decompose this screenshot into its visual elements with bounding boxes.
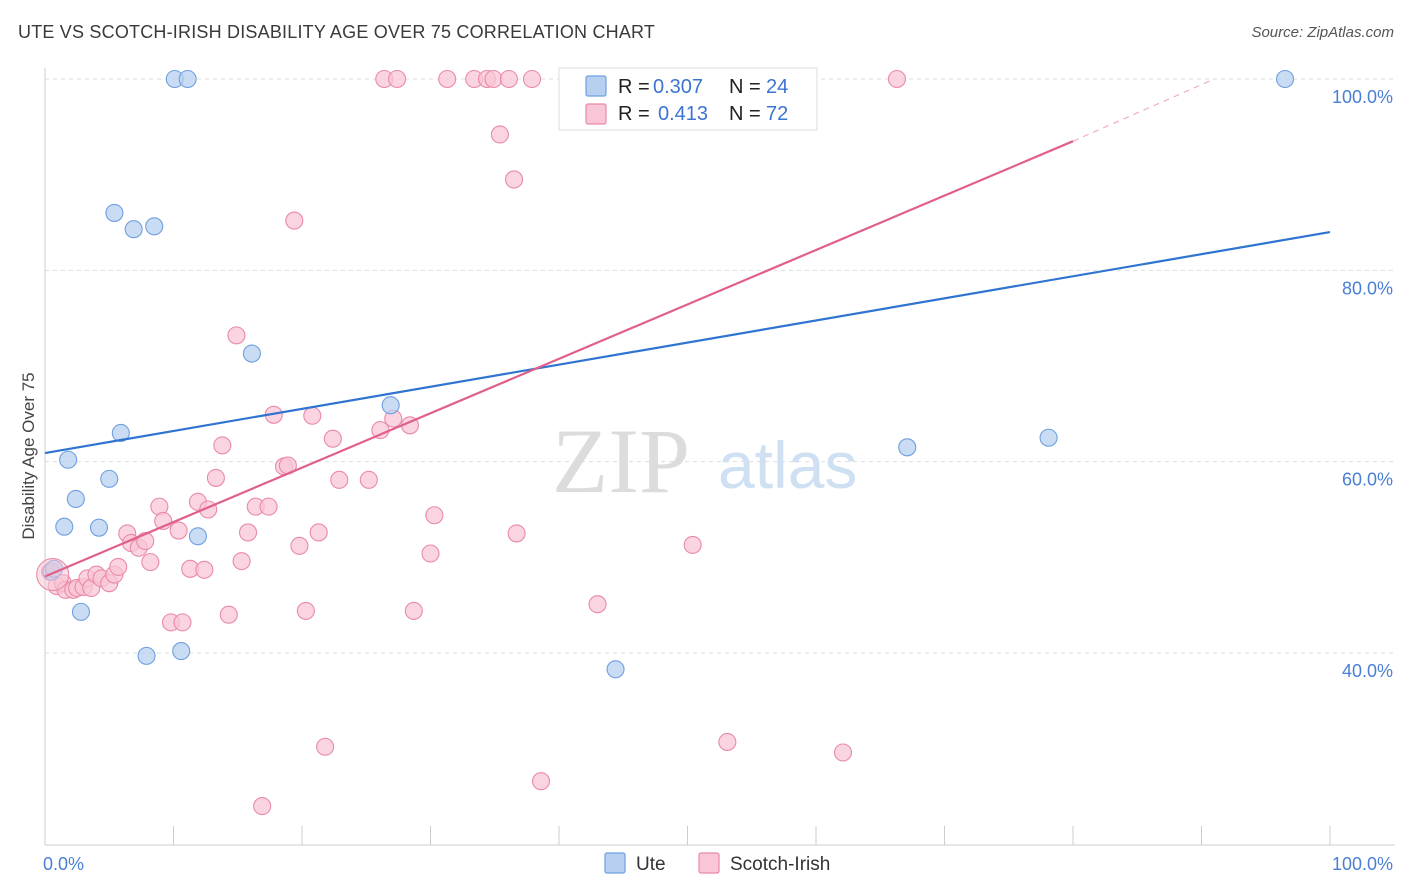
scotch-irish-point-70 [833,743,853,762]
scotch-irish-point-43 [303,406,322,425]
scotch-irish-point-69 [718,732,737,752]
ute-point-12 [145,217,164,236]
ute-n-value: 24 [766,76,788,98]
scotch-irish-point-66 [531,772,551,791]
scotch-irish-point-55 [421,544,440,563]
scotch-irish-trend-line [44,140,1074,578]
ute-point-20 [898,438,917,457]
scotch-irish-bottom-swatch [698,852,720,874]
ute-point-14 [172,642,191,661]
scotch-irish-point-62 [499,69,518,89]
scotch-irish-point-31 [227,326,246,345]
scotch-irish-point-57 [438,69,457,89]
scotch-irish-point-23 [173,613,192,632]
scotch-irish-cluster-point [36,558,70,592]
watermark-zip: ZIP [552,410,690,512]
ute-r-value: 0.307 [653,76,703,98]
scotch-irish-point-42 [296,601,315,620]
y-tick-label-40: 40.0% [1342,661,1393,681]
scotch-irish-point-47 [330,470,349,489]
scotch-irish-point-56 [425,506,444,525]
ute-point-6 [89,518,109,537]
scotch-irish-point-52 [388,69,407,89]
ute-point-21 [1039,428,1058,447]
ute-point-2 [55,517,74,536]
scotch-irish-point-60 [484,69,503,89]
tick-label-layer: 40.0% 60.0% 80.0% 100.0% 0.0% 100.0% [43,87,1393,874]
scotch-irish-point-41 [290,536,309,555]
ute-point-3 [59,450,78,469]
ute-bottom-label: Ute [636,854,666,875]
scotch-irish-point-22 [169,521,188,540]
scotch-irish-point-29 [213,436,232,455]
y-axis-label: Disability Age Over 75 [19,372,38,539]
x-tick-label-min: 0.0% [43,854,84,874]
scotch-irish-point-40 [285,211,304,230]
ute-legend-swatch [585,75,607,97]
scotch-irish-point-45 [316,737,335,756]
axes-layer [44,68,1395,846]
y-tick-label-100: 100.0% [1332,87,1393,107]
ute-point-17 [242,344,261,363]
ute-point-18 [381,396,400,415]
x-tick-label-max: 100.0% [1332,854,1393,874]
stats-legend: R = 0.307 N = 24 R = 0.413 N = 72 [558,67,818,131]
scotch-irish-point-30 [219,605,238,624]
ute-bottom-swatch [604,852,626,874]
scotch-irish-point-68 [683,535,702,554]
scotch-irish-point-28 [206,468,225,487]
y-tick-label-60: 60.0% [1342,470,1393,490]
scotch-irish-trend-extension [1072,78,1215,142]
ute-point-15 [178,69,197,89]
ute-point-16 [188,527,207,546]
scotch-irish-point-65 [522,69,542,89]
scotch-irish-n-value: 72 [766,103,788,125]
ute-point-10 [124,220,143,239]
y-tick-label-80: 80.0% [1342,278,1393,298]
scotch-irish-point-18 [141,553,160,572]
ute-point-22 [1275,69,1295,89]
scotch-irish-point-46 [323,429,342,448]
scotch-irish-point-26 [195,560,214,579]
source-credit: Source: ZipAtlas.com [1251,24,1394,41]
scotch-irish-point-13 [109,557,128,576]
chart-title: UTE VS SCOTCH-IRISH DISABILITY AGE OVER … [18,22,656,42]
scotch-irish-point-64 [507,524,526,543]
series-legend: Ute Scotch-Irish [604,852,830,875]
scotch-irish-point-71 [887,69,907,89]
scotch-irish-point-36 [259,497,278,516]
scotch-irish-r-label: R = [618,103,650,125]
scotch-irish-n-label: N = [729,103,761,125]
scotch-irish-point-32 [232,552,251,571]
ute-point-9 [111,423,130,443]
scotch-irish-point-35 [253,797,272,816]
watermark-atlas: atlas [718,428,857,502]
scotch-irish-r-value: 0.413 [658,103,708,125]
scotch-irish-bottom-label: Scotch-Irish [730,854,830,875]
scotch-irish-point-61 [490,125,509,144]
ute-point-7 [100,469,119,488]
ute-point-5 [71,602,91,621]
ute-point-11 [137,646,156,665]
ute-point-8 [105,203,124,222]
scotch-irish-point-48 [359,470,378,489]
ute-r-label: R = [618,76,650,98]
trend-layer [44,78,1331,578]
ute-trend-line [44,230,1331,455]
scotch-irish-point-67 [588,595,607,614]
scotch-irish-point-44 [309,523,328,542]
ute-n-label: N = [729,76,761,98]
scotch-irish-point-63 [504,170,524,189]
scotch-irish-point-33 [238,523,258,542]
ute-point-19 [606,660,625,679]
scotch-irish-point-54 [404,601,423,620]
ute-point-4 [66,489,85,509]
scotch-irish-legend-swatch [585,103,607,125]
